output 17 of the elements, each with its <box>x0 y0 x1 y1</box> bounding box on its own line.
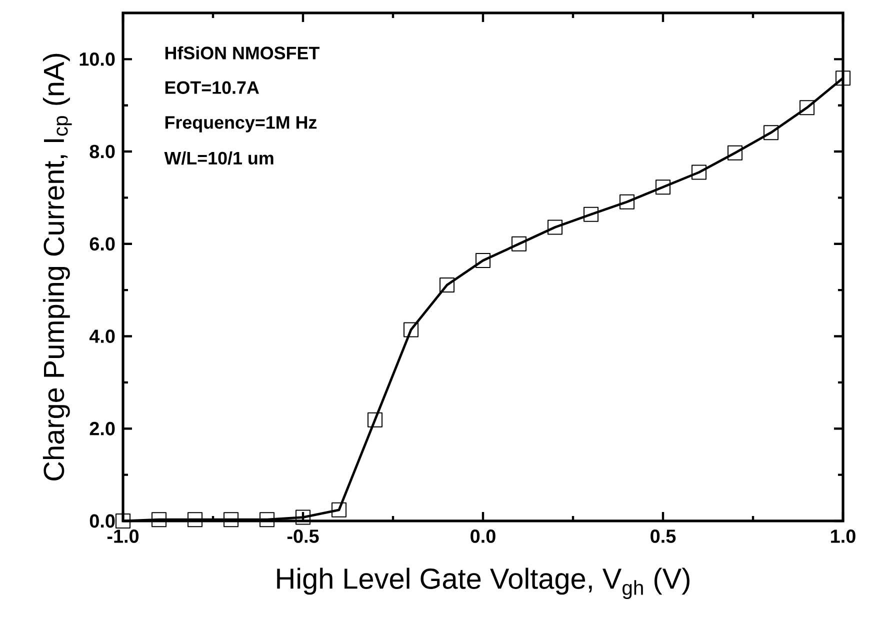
y-tick-label: 0.0 <box>90 514 115 528</box>
x-tick-label: 0.5 <box>650 530 676 543</box>
y-tick-label: 4.0 <box>89 330 115 343</box>
y-tick-label: 8.0 <box>90 144 115 158</box>
y-tick-label: 10.0 <box>80 52 115 66</box>
x-tick-label: 1.0 <box>831 530 856 543</box>
y-axis-title: Charge Pumping Current, I$_{cp}$ (nA) <box>42 54 72 480</box>
y-tick-label: 6.0 <box>90 237 115 251</box>
y-tick-label: 2.0 <box>90 422 115 436</box>
annotation: W/L=10/1 um <box>164 151 274 165</box>
annotation: Frequency=1M Hz <box>165 116 317 132</box>
annotation: HfSiON NMOSFET <box>165 46 320 60</box>
annotation: EOT=10.7A <box>165 81 259 94</box>
x-tick-label: -1.0 <box>107 530 139 543</box>
x-axis-title: High Level Gate Voltage, V$_{gh}$ (V) <box>277 568 690 599</box>
x-tick-label: 0.0 <box>470 530 496 543</box>
x-tick-label: -0.5 <box>287 530 319 543</box>
